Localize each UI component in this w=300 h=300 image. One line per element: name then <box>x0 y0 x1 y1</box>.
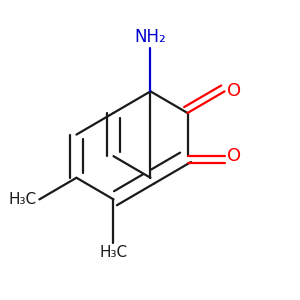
Text: H₃C: H₃C <box>99 245 128 260</box>
Text: O: O <box>227 82 241 100</box>
Text: O: O <box>227 147 241 165</box>
Text: H₃C: H₃C <box>9 192 37 207</box>
Text: NH₂: NH₂ <box>135 28 167 46</box>
